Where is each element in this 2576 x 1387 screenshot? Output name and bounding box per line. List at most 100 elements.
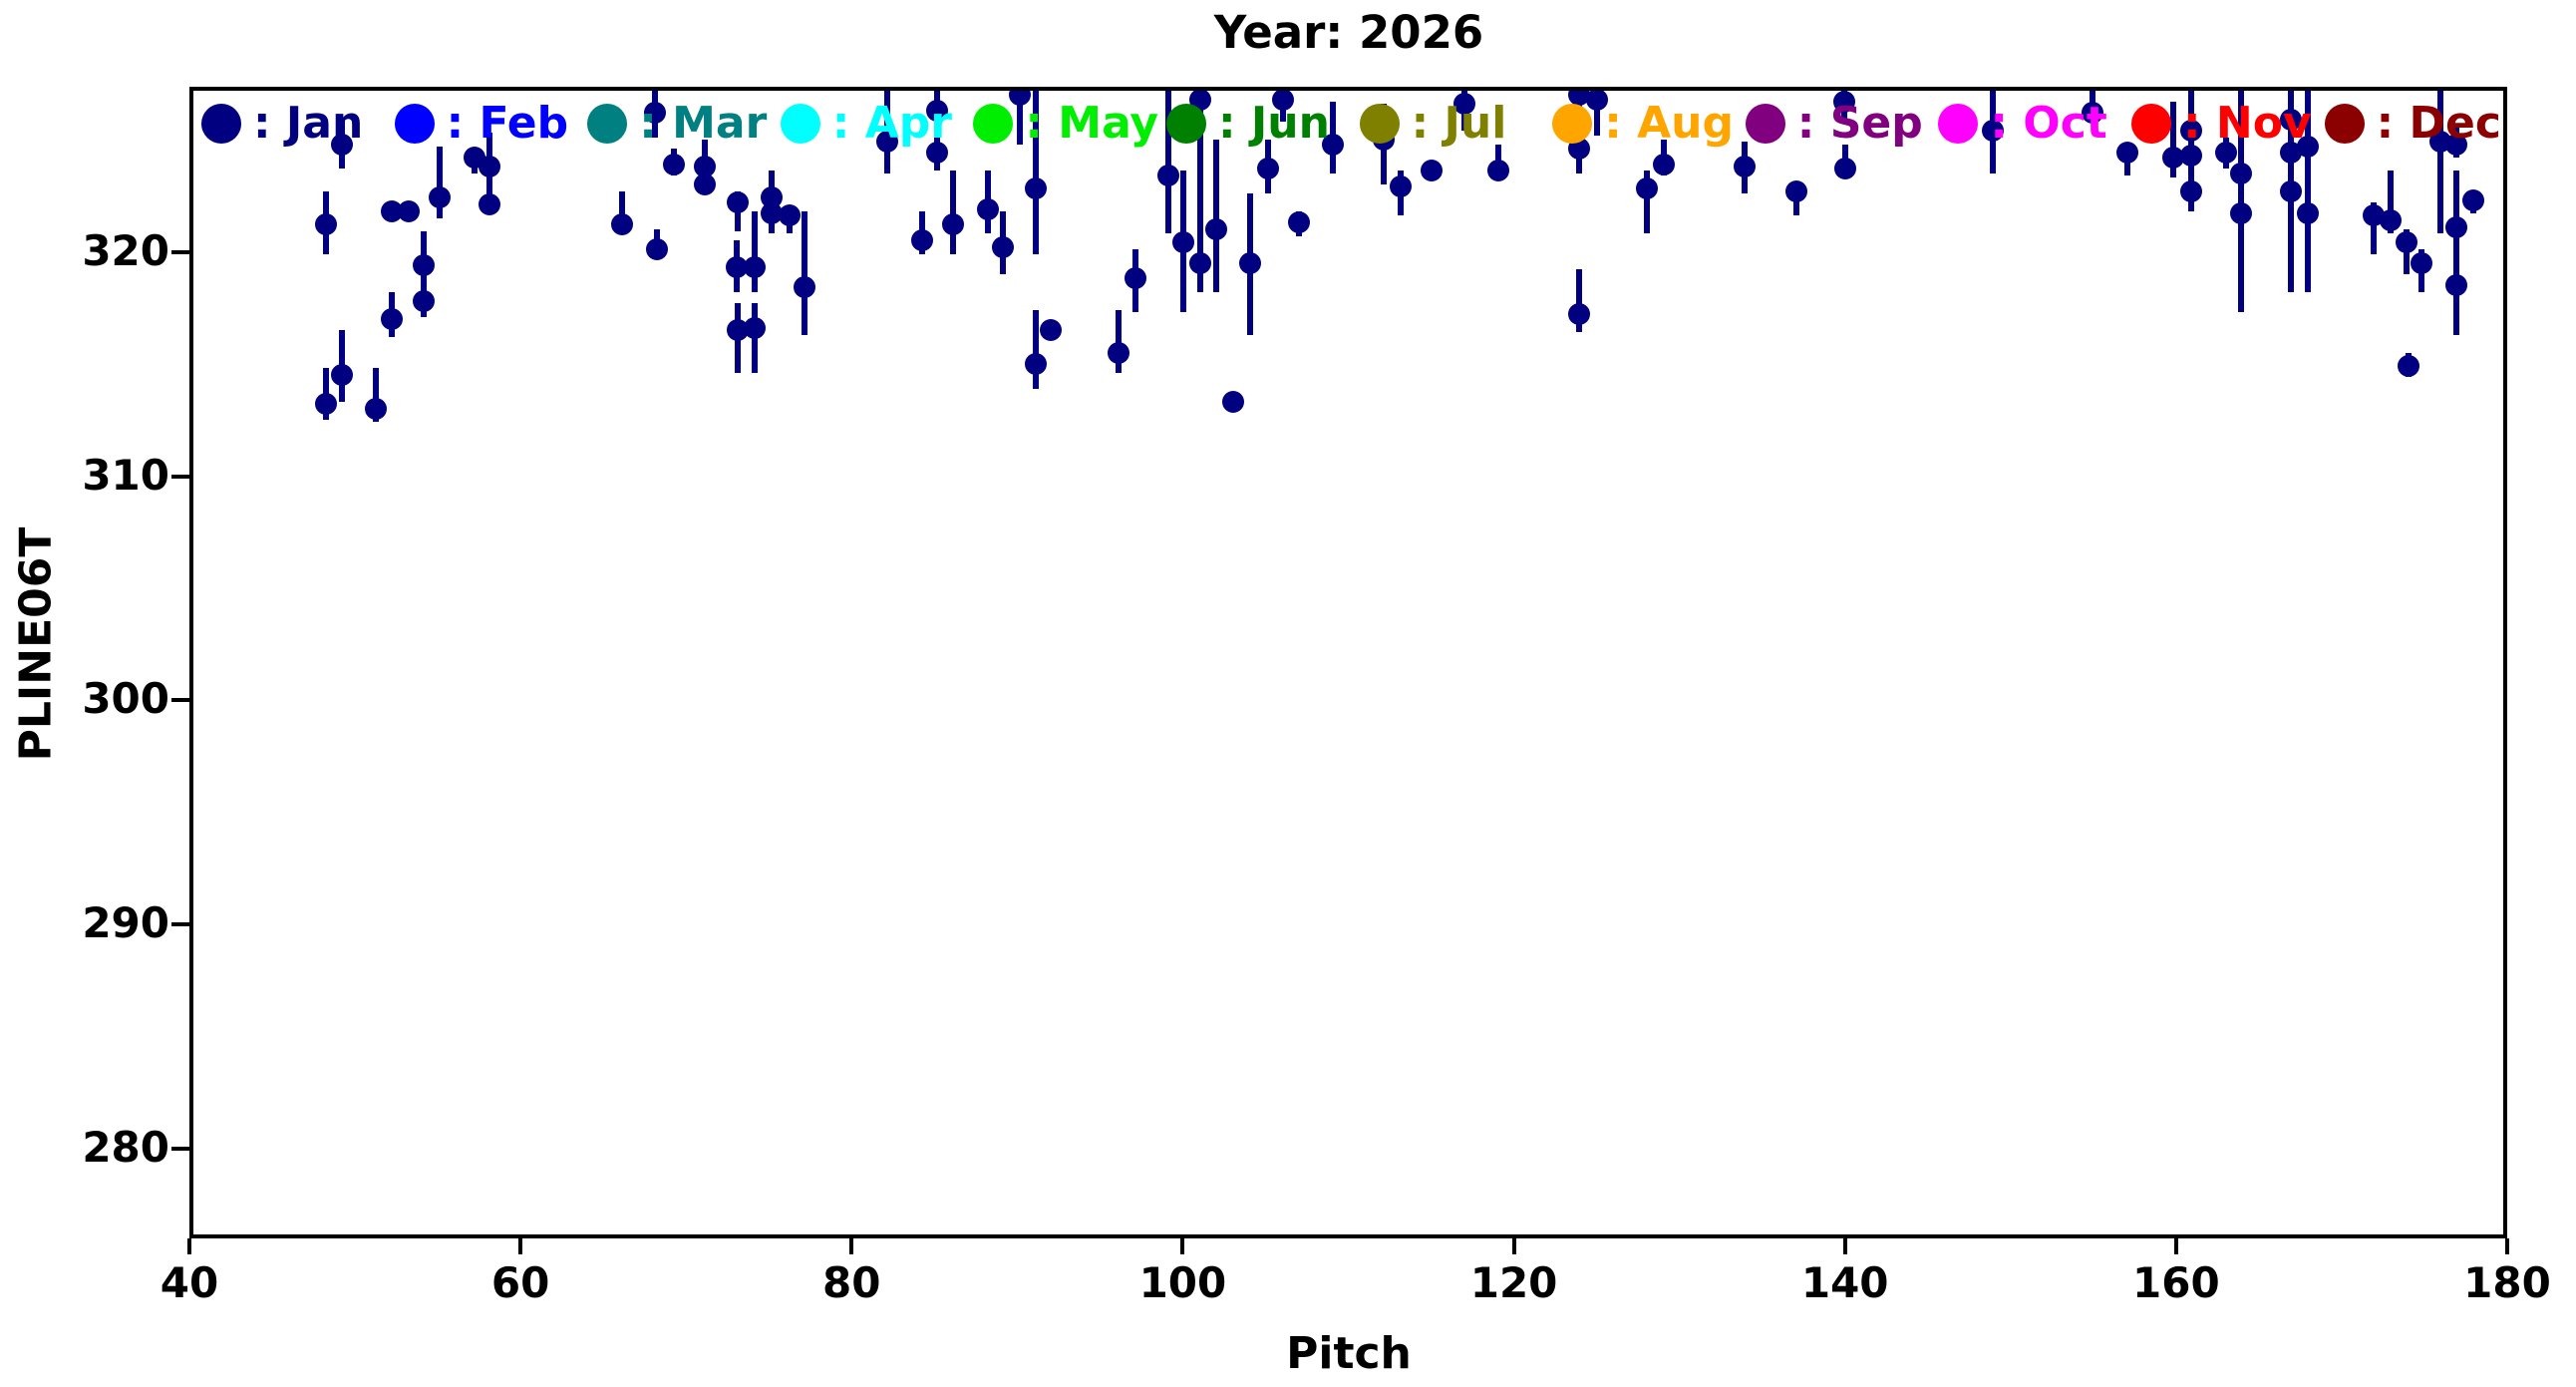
data-point-marker — [1157, 164, 1180, 186]
data-point-marker — [2428, 131, 2451, 154]
legend-item-label: : Jul — [1411, 98, 1507, 149]
data-point-marker — [1586, 91, 1609, 111]
legend-item-oct: : Oct — [1938, 98, 2107, 149]
y-axis-tick — [171, 922, 189, 927]
data-point-marker — [479, 193, 501, 216]
legend-item-label: : Sep — [1796, 98, 1923, 149]
data-point-marker — [2081, 102, 2103, 125]
data-point-marker — [694, 155, 717, 177]
data-point-marker — [725, 256, 748, 279]
data-point-marker — [2280, 179, 2303, 202]
legend-dot-icon — [1552, 103, 1593, 144]
data-point-marker — [2215, 142, 2238, 165]
data-point-marker — [1982, 120, 2005, 142]
legend-dot-icon — [1166, 103, 1206, 144]
legend-item-label: : Nov — [2183, 98, 2312, 149]
data-point-marker — [2180, 144, 2203, 167]
data-point-marker — [1421, 160, 1444, 182]
error-bar — [2387, 171, 2394, 234]
error-bar — [1033, 91, 1040, 254]
data-point-marker — [381, 307, 404, 330]
chart-title: Year: 2026 — [1213, 6, 1484, 59]
data-point-marker — [1288, 211, 1311, 234]
data-point-marker — [925, 99, 948, 122]
y-axis-tick-label: 300 — [82, 674, 169, 724]
data-point-marker — [694, 173, 717, 195]
y-axis-label: PLINE06T — [10, 526, 62, 762]
legend-dot-icon — [780, 103, 820, 144]
error-bar — [1792, 188, 1799, 216]
y-axis-tick-label: 320 — [82, 225, 169, 275]
data-point-marker — [646, 238, 668, 261]
x-axis-tick — [187, 1238, 191, 1254]
data-point-marker — [1834, 158, 1857, 180]
x-axis-tick — [1842, 1238, 1847, 1254]
error-bar — [801, 210, 807, 335]
x-axis-tick-label: 60 — [490, 1258, 550, 1307]
data-point-marker — [2296, 135, 2319, 158]
error-bar — [2170, 101, 2177, 178]
error-bar — [2238, 91, 2245, 313]
data-point-marker — [331, 364, 354, 387]
legend-item-feb: : Feb — [394, 98, 569, 149]
error-bar — [1165, 91, 1172, 234]
data-point-marker — [942, 213, 965, 236]
data-point-marker — [2445, 274, 2468, 297]
data-point-marker — [760, 202, 783, 225]
data-point-marker — [1256, 158, 1279, 180]
data-point-marker — [412, 289, 435, 312]
data-point-marker — [2115, 142, 2138, 165]
legend-item-jul: : Jul — [1359, 98, 1507, 149]
data-point-marker — [2280, 142, 2303, 165]
data-point-marker — [1734, 155, 1757, 177]
x-axis-tick-label: 80 — [822, 1258, 881, 1307]
error-bar — [933, 91, 940, 172]
legend-item-mar: : Mar — [587, 98, 767, 149]
legend-item-jan: : Jan — [201, 98, 363, 149]
data-point-marker — [1321, 133, 1344, 156]
data-point-marker — [1389, 175, 1412, 198]
legend-item-label: : Dec — [2376, 98, 2501, 149]
y-axis-tick — [171, 1147, 189, 1152]
error-bar — [1016, 91, 1023, 145]
x-axis-label: Pitch — [1286, 1328, 1412, 1379]
x-axis-tick — [2173, 1238, 2178, 1254]
legend-dot-icon — [973, 103, 1014, 144]
data-point-marker — [2445, 215, 2468, 238]
data-point-marker — [364, 397, 387, 420]
data-point-marker — [1784, 179, 1807, 202]
y-axis-tick — [171, 474, 189, 479]
data-point-marker — [1568, 91, 1591, 107]
data-point-marker — [314, 393, 337, 416]
data-point-marker — [2180, 179, 2203, 202]
data-point-marker — [1271, 91, 1294, 111]
data-point-marker — [793, 276, 815, 299]
x-axis-tick — [518, 1238, 523, 1254]
data-point-marker — [727, 190, 750, 213]
data-point-marker — [1172, 231, 1195, 254]
data-point-marker — [2398, 355, 2420, 378]
legend-item-aug: : Aug — [1552, 98, 1734, 149]
data-point-marker — [727, 319, 750, 342]
legend-item-label: : Mar — [639, 98, 768, 149]
error-bar — [372, 368, 379, 423]
data-point-marker — [2230, 162, 2253, 184]
data-point-marker — [644, 102, 667, 125]
legend-item-sep: : Sep — [1745, 98, 1923, 149]
data-point-marker — [2363, 204, 2386, 227]
data-point-marker — [1486, 160, 1509, 182]
legend-item-label: : Feb — [446, 98, 569, 149]
legend-item-apr: : Apr — [780, 98, 952, 149]
legend-item-may: : May — [973, 98, 1158, 149]
data-point-marker — [662, 153, 685, 175]
error-bar — [437, 146, 444, 218]
data-point-marker — [314, 213, 337, 236]
data-point-marker — [2180, 120, 2203, 142]
legend-item-label: : Apr — [831, 98, 952, 149]
error-bar — [1116, 309, 1123, 373]
legend-dot-icon — [394, 103, 435, 144]
legend-item-label: : Aug — [1604, 98, 1734, 149]
error-bar — [751, 210, 758, 292]
data-point-marker — [925, 142, 948, 165]
y-axis-tick-label: 280 — [82, 1123, 169, 1173]
